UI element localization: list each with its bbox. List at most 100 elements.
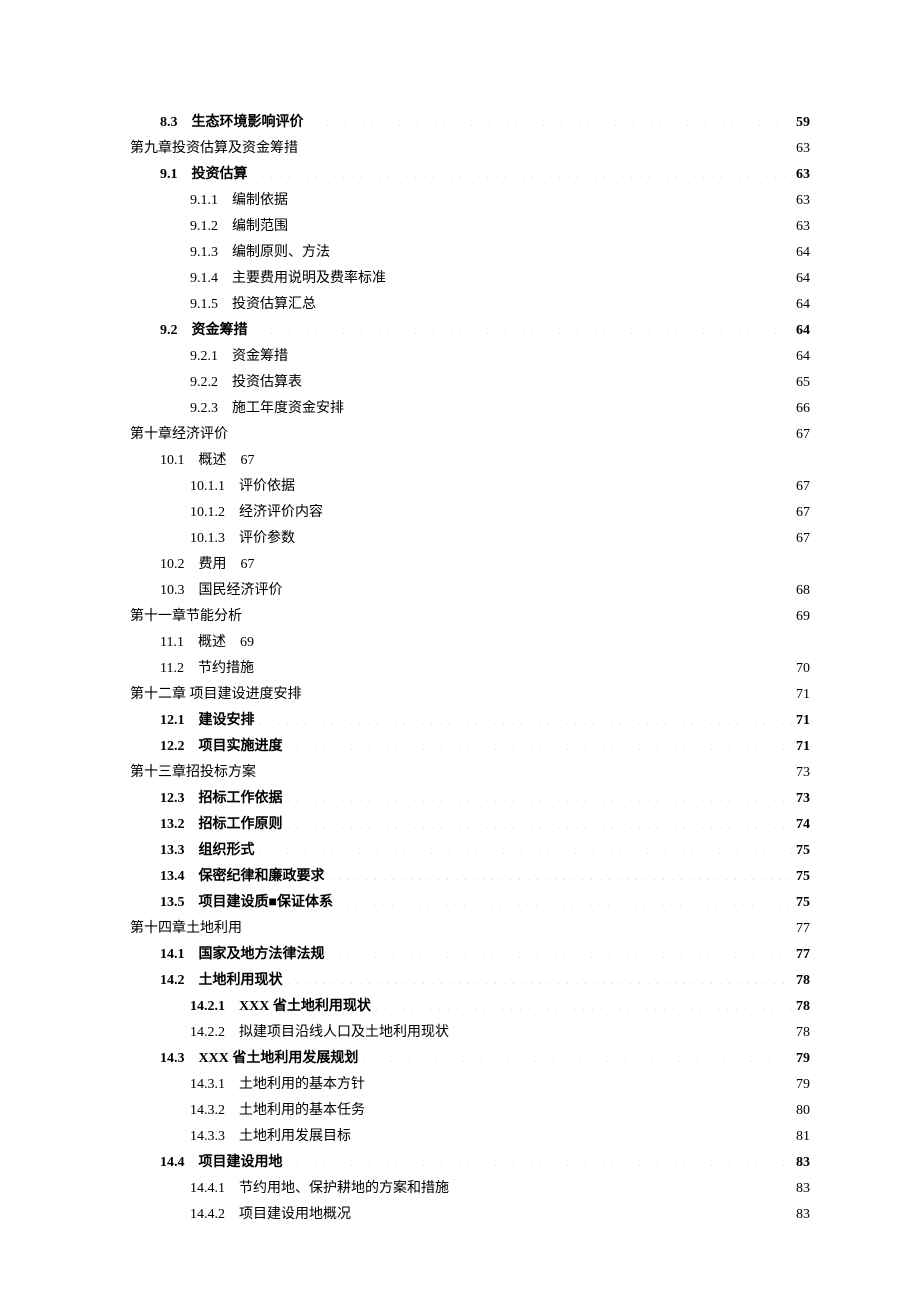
toc-page-number: 79 (792, 1072, 810, 1098)
toc-leader-dots (260, 762, 792, 776)
toc-entry: 14.4项目建设用地83 (160, 1150, 810, 1176)
toc-leader-dots (348, 398, 792, 412)
toc-leader-dots (369, 1100, 792, 1114)
toc-title: 投资估算表 (232, 370, 306, 396)
toc-title: 主要费用说明及费率标准 (232, 266, 390, 292)
toc-number: 9.1.1 (190, 188, 232, 214)
toc-number: 9.1.2 (190, 214, 232, 240)
toc-leader-dots (390, 268, 792, 282)
toc-title: 土地利用现状 (199, 968, 287, 994)
toc-title: 项目实施进度 (199, 734, 287, 760)
toc-page-number: 67 (231, 448, 255, 474)
toc-entry: 14.3XXX 省土地利用发展规划79 (160, 1046, 810, 1072)
toc-leader-dots (252, 320, 793, 334)
table-of-contents: 8.3生态环境影响评价59第九章投资估算及资金筹措639.1投资估算639.1.… (130, 110, 810, 1228)
toc-title: 招标工作依据 (199, 786, 287, 812)
toc-number: 11.1 (160, 630, 198, 656)
toc-leader-dots (246, 606, 792, 620)
toc-number: 13.2 (160, 812, 199, 838)
toc-leader-dots (337, 892, 792, 906)
toc-title: XXX 省土地利用发展规划 (199, 1046, 363, 1072)
toc-title: 编制原则、方法 (232, 240, 334, 266)
toc-entry: 9.1.1编制依据 63 (190, 188, 810, 214)
toc-page-number: 75 (792, 890, 810, 916)
toc-entry: 13.4保密纪律和廉政要求75 (160, 864, 810, 890)
toc-page-number: 63 (792, 136, 810, 162)
toc-number: 9.1 (160, 162, 192, 188)
toc-title: 概述 (198, 630, 230, 656)
toc-entry: 第十三章招投标方案73 (130, 760, 810, 786)
toc-leader-dots (252, 164, 793, 178)
toc-page-number: 64 (792, 240, 810, 266)
toc-number: 14.3.2 (190, 1098, 239, 1124)
toc-number: 12.1 (160, 708, 199, 734)
toc-entry: 11.1概述69 (160, 630, 810, 656)
toc-entry: 12.1建设安排71 (160, 708, 810, 734)
toc-entry: 10.1.2经济评价内容67 (190, 500, 810, 526)
toc-title: 建设安排 (199, 708, 259, 734)
toc-page-number: 64 (792, 292, 810, 318)
toc-title: 施工年度资金安排 (232, 396, 348, 422)
toc-entry: 10.1概述67 (160, 448, 810, 474)
toc-entry: 10.1.3评价参数 67 (190, 526, 810, 552)
toc-entry: 第九章投资估算及资金筹措 63 (130, 136, 810, 162)
toc-title: 国民经济评价 (199, 578, 287, 604)
toc-title: 费用 (199, 552, 231, 578)
toc-title: 投资估算汇总 (232, 292, 320, 318)
toc-title: 拟建项目沿线人口及土地利用现状 (239, 1020, 453, 1046)
toc-leader-dots (453, 1022, 792, 1036)
toc-entry: 13.5项目建设质■保证体系75 (160, 890, 810, 916)
toc-leader-dots (299, 528, 792, 542)
toc-entry: 9.2.1资金筹措64 (190, 344, 810, 370)
toc-page-number: 64 (792, 318, 810, 344)
toc-number: 14.2 (160, 968, 199, 994)
toc-page-number: 78 (792, 1020, 810, 1046)
toc-title: 经济评价内容 (239, 500, 327, 526)
toc-leader-dots (355, 1204, 792, 1218)
toc-leader-dots (246, 918, 792, 932)
toc-title: 土地利用发展目标 (239, 1124, 355, 1150)
toc-leader-dots (327, 502, 792, 516)
toc-page-number: 64 (792, 344, 810, 370)
toc-number: 13.3 (160, 838, 199, 864)
toc-page-number: 77 (792, 916, 810, 942)
toc-title: 项目建设用地 (199, 1150, 287, 1176)
toc-entry: 9.2.3施工年度资金安排66 (190, 396, 810, 422)
toc-page-number: 83 (792, 1202, 810, 1228)
toc-leader-dots (232, 424, 792, 438)
page: 8.3生态环境影响评价59第九章投资估算及资金筹措639.1投资估算639.1.… (0, 0, 920, 1301)
toc-leader-dots (320, 294, 792, 308)
toc-entry: 9.2资金筹措64 (160, 318, 810, 344)
toc-page-number: 63 (792, 214, 810, 240)
toc-entry: 13.3组织形式75 (160, 838, 810, 864)
toc-entry: 第十一章节能分析69 (130, 604, 810, 630)
toc-leader-dots (375, 996, 792, 1010)
toc-page-number: 63 (792, 188, 810, 214)
toc-number: 9.2.3 (190, 396, 232, 422)
toc-leader-dots (259, 710, 793, 724)
toc-leader-dots (287, 580, 793, 594)
toc-entry: 9.2.2投资估算表65 (190, 370, 810, 396)
toc-entry: 11.2节约措施70 (160, 656, 810, 682)
toc-number: 10.1.3 (190, 526, 239, 552)
toc-number: 9.1.5 (190, 292, 232, 318)
toc-leader-dots (329, 866, 793, 880)
toc-number: 14.1 (160, 942, 199, 968)
toc-title: 评价参数 (239, 526, 299, 552)
toc-page-number: 64 (792, 266, 810, 292)
toc-leader-dots (292, 346, 792, 360)
toc-entry: 10.1.1评价依据67 (190, 474, 810, 500)
toc-title: 第十章经济评价 (130, 422, 232, 448)
toc-title: 招标工作原则 (199, 812, 287, 838)
toc-number: 13.4 (160, 864, 199, 890)
toc-title: 土地利用的基本任务 (239, 1098, 369, 1124)
toc-page-number: 67 (792, 474, 810, 500)
toc-title: 第九章投资估算及资金筹措 (130, 136, 302, 162)
toc-page-number: 73 (792, 760, 810, 786)
toc-page-number: 67 (792, 526, 810, 552)
toc-title: 组织形式 (199, 838, 259, 864)
toc-title: 生态环境影响评价 (192, 110, 308, 136)
toc-page-number: 83 (792, 1150, 810, 1176)
toc-title: 编制依据 (232, 188, 292, 214)
toc-entry: 13.2招标工作原则74 (160, 812, 810, 838)
